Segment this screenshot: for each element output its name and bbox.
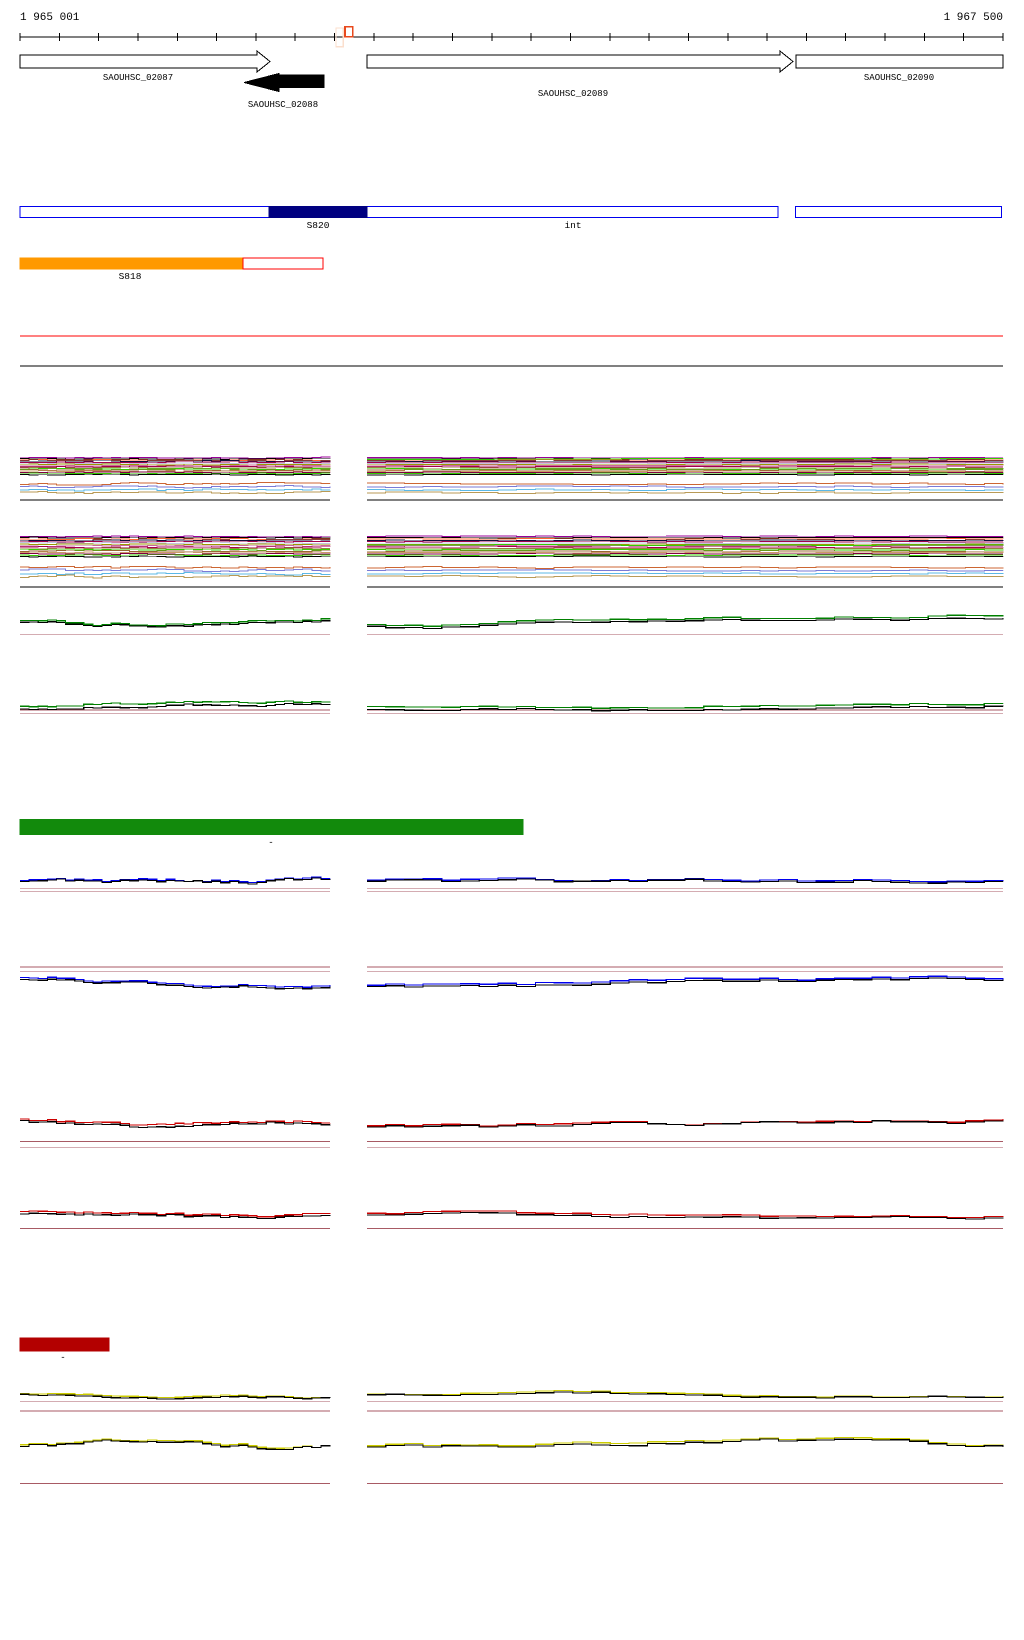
svg-text:SAOUHSC_02090: SAOUHSC_02090 bbox=[864, 73, 934, 83]
svg-text:S818: S818 bbox=[119, 271, 142, 282]
svg-text:SAOUHSC_02087: SAOUHSC_02087 bbox=[103, 73, 173, 83]
svg-text:int: int bbox=[564, 220, 581, 231]
svg-text:S820: S820 bbox=[307, 220, 330, 231]
svg-text:-: - bbox=[60, 1353, 65, 1363]
svg-text:SAOUHSC_02089: SAOUHSC_02089 bbox=[538, 89, 608, 99]
svg-text:1 967 500: 1 967 500 bbox=[944, 12, 1003, 24]
svg-text:1 965 001: 1 965 001 bbox=[20, 12, 80, 24]
svg-text:SAOUHSC_02088: SAOUHSC_02088 bbox=[248, 100, 318, 110]
svg-text:-: - bbox=[268, 838, 273, 848]
